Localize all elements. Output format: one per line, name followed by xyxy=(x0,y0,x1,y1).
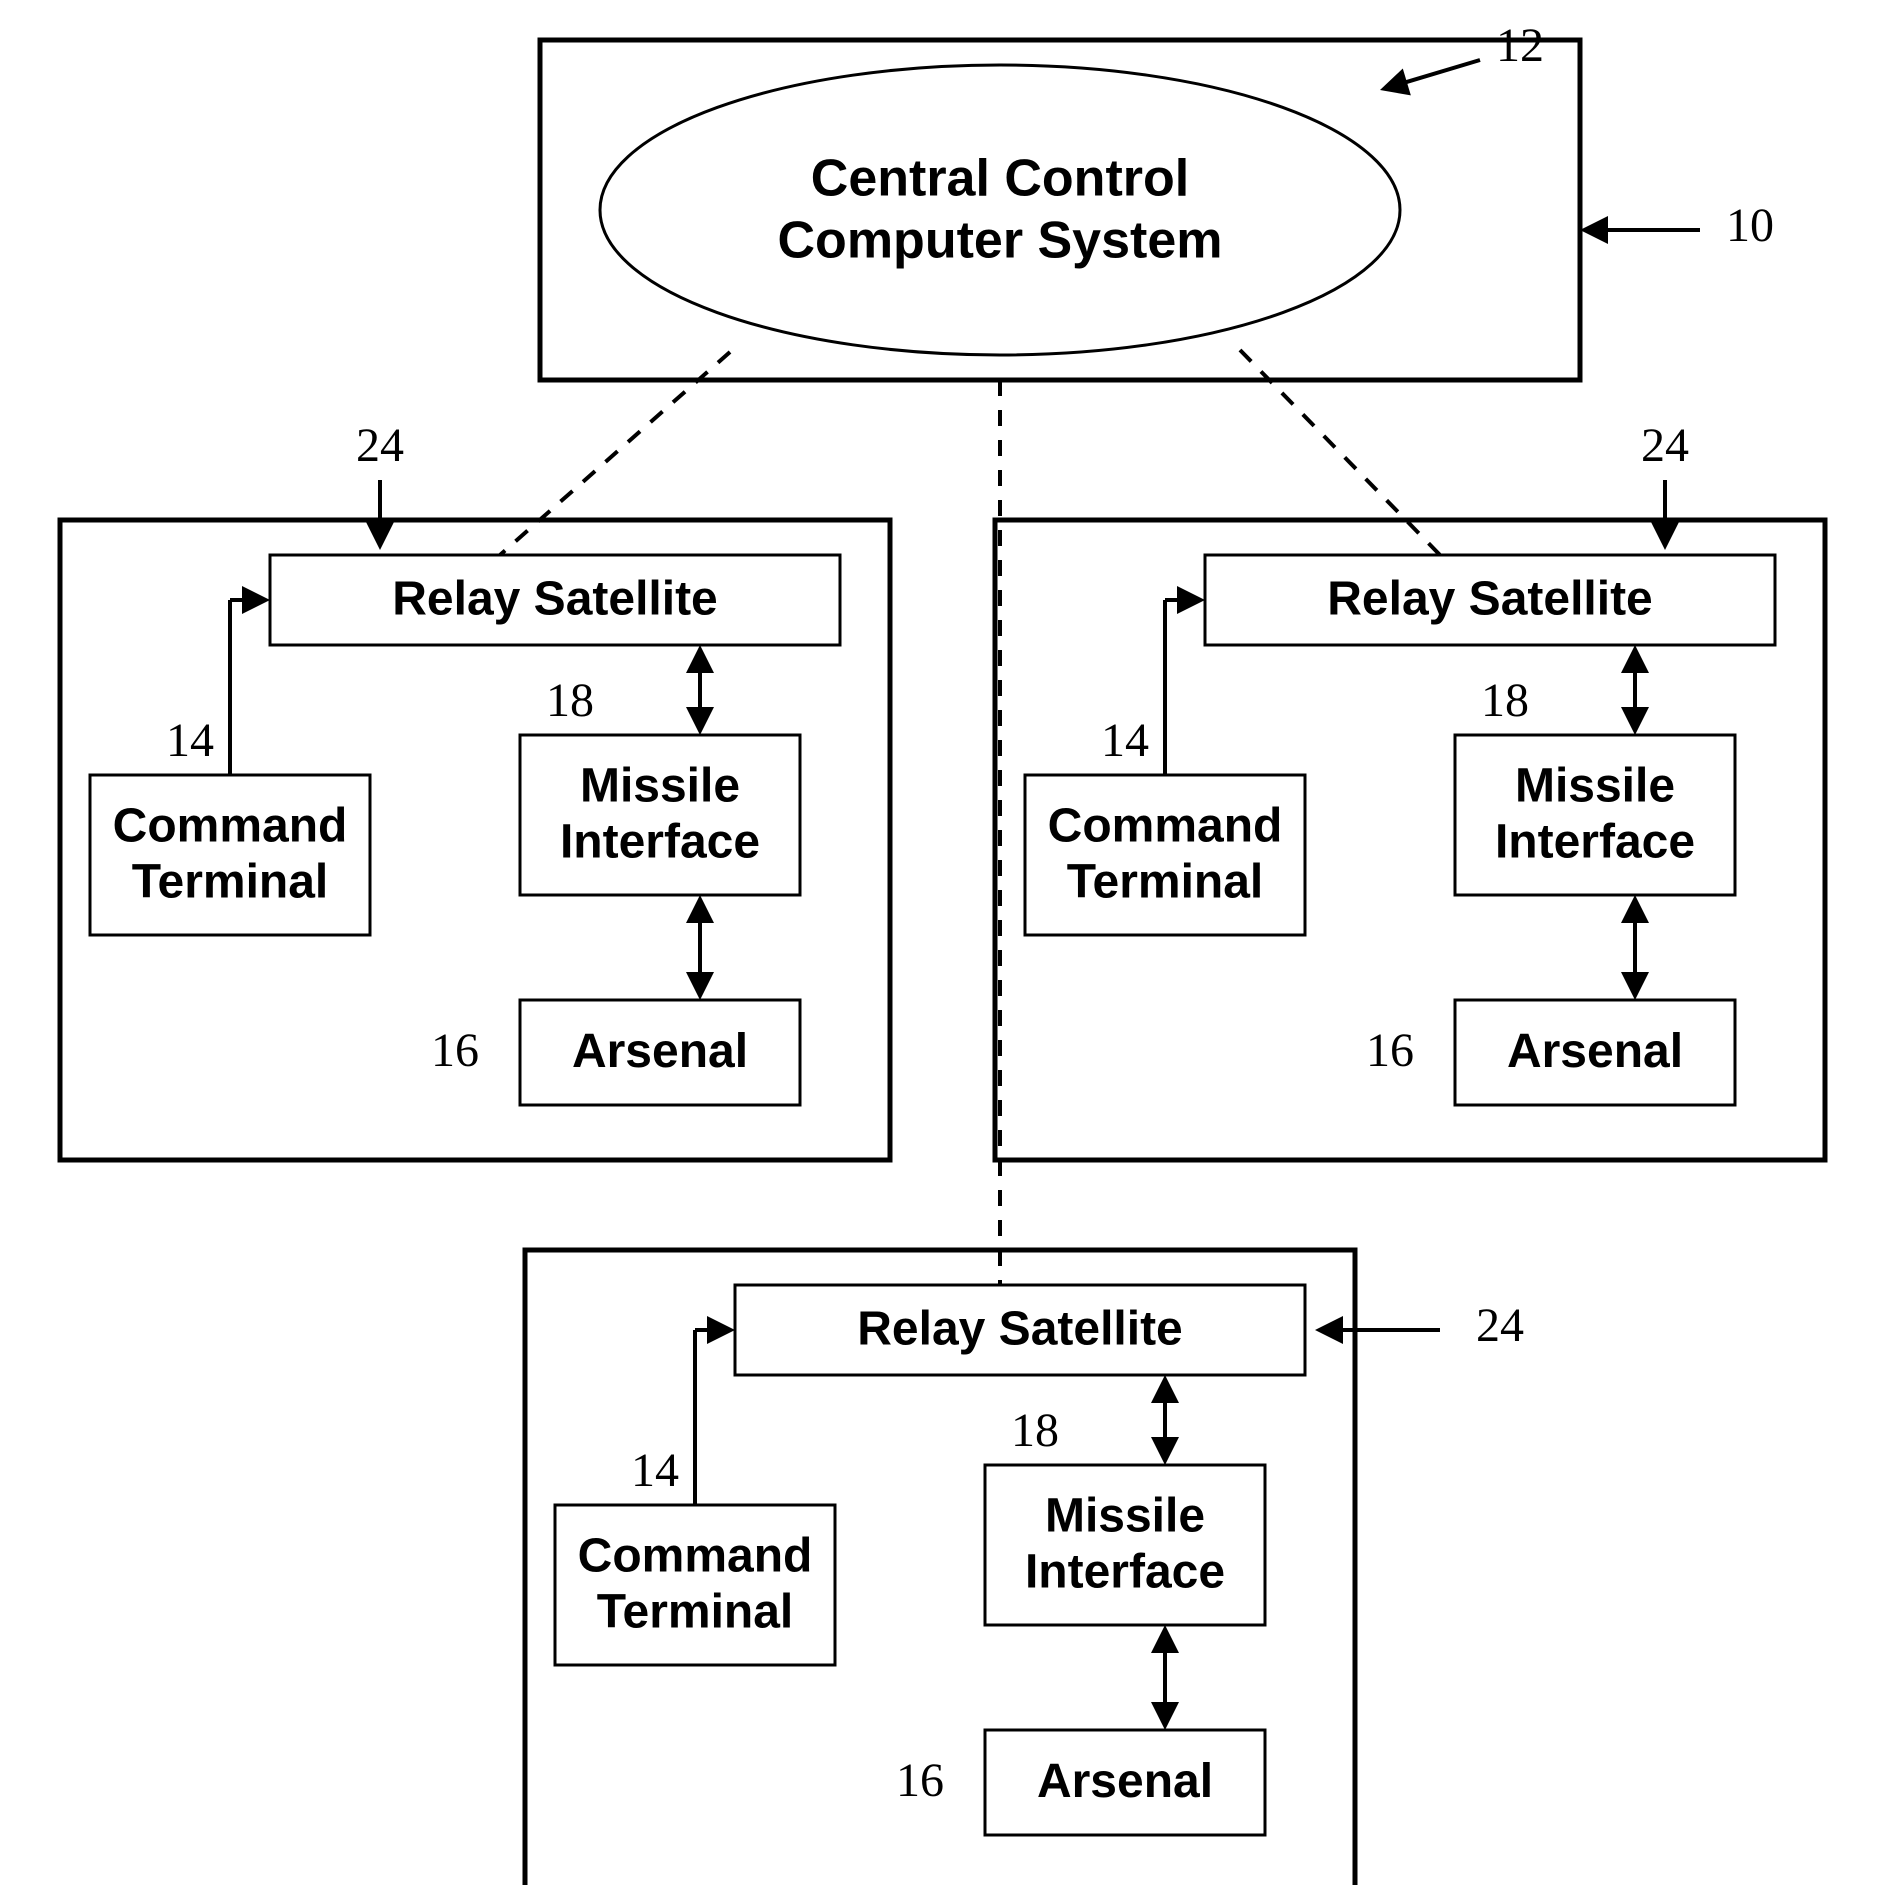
arrowhead xyxy=(1621,972,1649,1000)
missile-label2-right: Interface xyxy=(1495,816,1695,869)
arrowhead xyxy=(1177,586,1205,614)
ref-18-right: 18 xyxy=(1481,674,1529,727)
ref-16-bottom: 16 xyxy=(896,1754,944,1807)
missile-label1-left: Missile xyxy=(580,760,740,813)
ref-10: 10 xyxy=(1726,199,1774,252)
ref-24-bottom: 24 xyxy=(1476,1299,1524,1352)
central-title-line2: Computer System xyxy=(778,212,1223,270)
central-ellipse xyxy=(600,65,1400,355)
ref-16-left: 16 xyxy=(431,1024,479,1077)
arrowhead xyxy=(707,1316,735,1344)
command-label1-left: Command xyxy=(113,800,348,853)
command-label2-left: Terminal xyxy=(132,856,329,909)
arrowhead xyxy=(1651,522,1679,550)
ref-16-right: 16 xyxy=(1366,1024,1414,1077)
relay-label-right: Relay Satellite xyxy=(1327,573,1653,626)
command-label2-right: Terminal xyxy=(1067,856,1264,909)
missile-label1-right: Missile xyxy=(1515,760,1675,813)
arsenal-label-bottom: Arsenal xyxy=(1037,1755,1213,1808)
ref-14-left: 14 xyxy=(166,714,214,767)
arrowhead xyxy=(1621,707,1649,735)
missile-label2-left: Interface xyxy=(560,816,760,869)
central-title-line1: Central Control xyxy=(811,150,1189,208)
ref-12: 12 xyxy=(1496,19,1544,72)
arrowhead xyxy=(686,972,714,1000)
arrowhead xyxy=(686,707,714,735)
arrowhead xyxy=(1151,1625,1179,1653)
relay-label-bottom: Relay Satellite xyxy=(857,1303,1183,1356)
arrowhead xyxy=(1151,1375,1179,1403)
missile-label2-bottom: Interface xyxy=(1025,1546,1225,1599)
arrowhead xyxy=(366,522,394,550)
missile-label1-bottom: Missile xyxy=(1045,1490,1205,1543)
arrowhead xyxy=(242,586,270,614)
ref-18-bottom: 18 xyxy=(1011,1404,1059,1457)
arrowhead xyxy=(686,645,714,673)
arrowhead xyxy=(1380,69,1411,96)
arrowhead xyxy=(1580,216,1608,244)
ref-14-right: 14 xyxy=(1101,714,1149,767)
arrowhead xyxy=(1621,895,1649,923)
arrowhead xyxy=(1151,1702,1179,1730)
arrowhead xyxy=(1151,1437,1179,1465)
command-label1-right: Command xyxy=(1048,800,1283,853)
command-label2-bottom: Terminal xyxy=(597,1586,794,1639)
command-label1-bottom: Command xyxy=(578,1530,813,1583)
arsenal-label-left: Arsenal xyxy=(572,1025,748,1078)
ref-24-left: 24 xyxy=(356,419,404,472)
ref-14-bottom: 14 xyxy=(631,1444,679,1497)
arsenal-label-right: Arsenal xyxy=(1507,1025,1683,1078)
arrowhead xyxy=(686,895,714,923)
arrowhead xyxy=(1315,1316,1343,1344)
ref-24-right: 24 xyxy=(1641,419,1689,472)
ref-18-left: 18 xyxy=(546,674,594,727)
relay-label-left: Relay Satellite xyxy=(392,573,718,626)
arrowhead xyxy=(1621,645,1649,673)
